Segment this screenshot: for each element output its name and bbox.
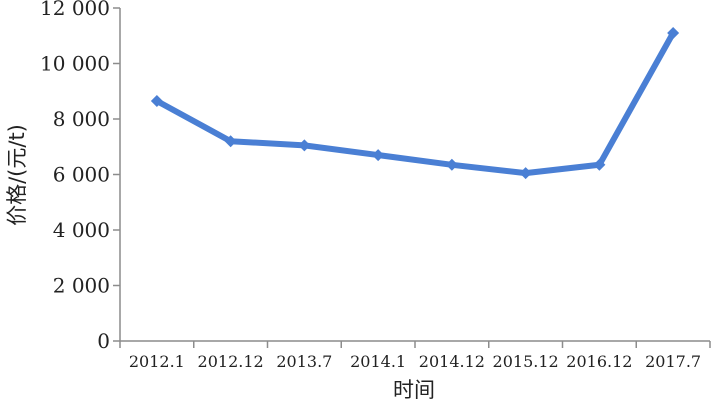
y-tick-label: 12 000 bbox=[40, 0, 110, 20]
axes bbox=[119, 8, 710, 342]
data-point bbox=[298, 139, 311, 152]
data-point bbox=[372, 149, 385, 162]
x-axis-ticks: 2012.1 2012.12 2013.7 2014.1 2014.12 2015.12 2… bbox=[119, 341, 711, 371]
y-tick-label: 0 bbox=[97, 329, 110, 353]
series-group bbox=[150, 26, 680, 180]
x-tick-label: 2017.7 bbox=[645, 352, 701, 371]
data-point bbox=[667, 26, 680, 39]
x-tick-label: 2014.1 bbox=[350, 352, 406, 371]
data-point bbox=[150, 94, 163, 107]
x-tick-label: 2014.12 bbox=[419, 352, 485, 371]
y-tick-label: 8 000 bbox=[53, 107, 110, 131]
data-point bbox=[593, 158, 606, 171]
data-point bbox=[519, 167, 532, 180]
y-axis-ticks: 0 2 000 4 000 6 000 8 000 10 000 12 000 bbox=[40, 0, 120, 353]
series-line bbox=[153, 29, 677, 177]
x-tick-label: 2013.7 bbox=[276, 352, 332, 371]
x-tick-label: 2015.12 bbox=[493, 352, 559, 371]
y-tick-label: 6 000 bbox=[53, 163, 110, 187]
x-tick-label: 2016.12 bbox=[566, 352, 632, 371]
y-tick-label: 4 000 bbox=[53, 218, 110, 242]
x-tick-label: 2012.12 bbox=[198, 352, 264, 371]
y-tick-label: 10 000 bbox=[40, 52, 110, 76]
data-point bbox=[224, 135, 237, 148]
data-point bbox=[445, 158, 458, 171]
y-tick-label: 2 000 bbox=[53, 274, 110, 298]
x-tick-label: 2012.1 bbox=[129, 352, 185, 371]
x-axis-label: 时间 bbox=[393, 378, 435, 402]
y-axis-label: 价格/(元/t) bbox=[5, 124, 29, 226]
